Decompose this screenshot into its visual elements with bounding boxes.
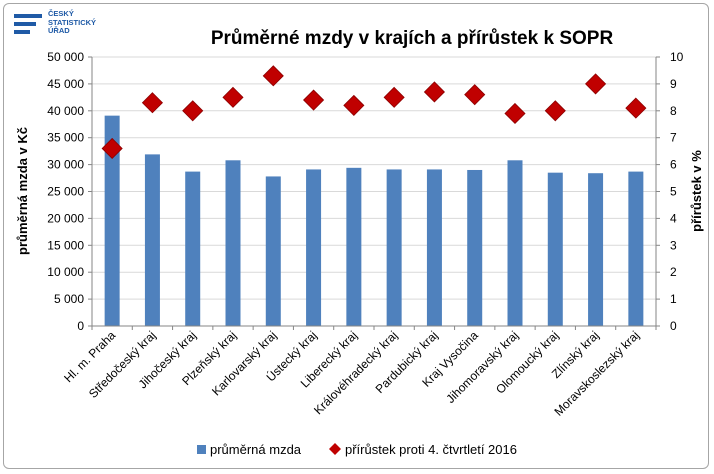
csu-logo: ČESKÝ STATISTICKÝ ÚŘAD [12,9,132,44]
left-tick-label: 50 000 [47,50,84,64]
bar [265,176,281,326]
logo-line-1: ČESKÝ [48,9,74,18]
bar [507,160,523,326]
y-axis-label-right: přírůstek v % [689,150,704,232]
legend-bar-swatch [197,445,206,454]
left-tick-label: 15 000 [47,238,84,252]
left-tick-label: 35 000 [47,131,84,145]
bar [628,171,644,326]
right-tick-label: 9 [670,77,677,91]
bar [104,115,120,326]
marker-series [101,65,647,160]
y-axis-label-left: průměrná mzda v Kč [15,127,30,255]
legend-marker-swatch [329,443,341,455]
gridlines [92,56,656,300]
left-axis-ticks: 0 5 000 10 000 15 000 20 000 25 000 30 000 35 0… [47,50,92,333]
bar [225,160,241,326]
right-tick-label: 8 [670,104,677,118]
marker-point [585,73,607,95]
right-tick-label: 3 [670,238,677,252]
right-tick-label: 6 [670,158,677,172]
bar [547,172,563,326]
logo-line-3: ÚŘAD [48,26,70,36]
left-tick-label: 0 [77,319,84,333]
marker-point [222,86,244,108]
right-tick-label: 1 [670,292,677,306]
left-tick-label: 40 000 [47,104,84,118]
bar [144,154,160,326]
marker-point [544,100,566,122]
marker-point [625,97,647,119]
bar-series [104,115,644,326]
bar [185,171,201,326]
x-tick-label: Jihomoravský kraj [443,328,521,406]
marker-point [343,94,365,116]
left-tick-label: 20 000 [47,211,84,225]
left-tick-label: 30 000 [47,158,84,172]
left-tick-label: 45 000 [47,77,84,91]
logo-text: ČESKÝ STATISTICKÝ ÚŘAD [48,9,138,36]
right-tick-label: 2 [670,265,677,279]
right-tick-label: 0 [670,319,677,333]
marker-point [141,92,163,114]
bar [588,173,604,326]
right-axis-ticks: 0 1 2 3 4 5 6 7 8 9 10 [656,50,684,333]
right-tick-label: 5 [670,185,677,199]
legend-bar-label: průměrná mzda [210,442,302,457]
logo-line-2: STATISTICKÝ [48,17,97,27]
marker-point [464,84,486,106]
bar [306,169,322,326]
right-tick-label: 4 [670,211,677,225]
marker-point [182,100,204,122]
right-tick-label: 10 [670,50,684,64]
bar [467,169,483,326]
marker-point [423,81,445,103]
right-tick-label: 7 [670,131,677,145]
marker-point [101,137,123,160]
left-tick-label: 25 000 [47,185,84,199]
legend-marker-label: přírůstek proti 4. čtvrtletí 2016 [345,442,517,457]
bar [386,169,402,326]
marker-point [504,102,526,125]
marker-point [262,65,284,87]
chart-title: Průměrné mzdy v krajích a přírůstek k SO… [211,28,614,49]
left-tick-label: 5 000 [54,292,84,306]
bar [346,167,362,326]
marker-point [383,86,405,108]
marker-point [303,89,325,111]
bar [426,169,442,326]
left-tick-label: 10 000 [47,265,84,279]
legend: průměrná mzda přírůstek proti 4. čtvrtle… [197,442,517,457]
csu-logo-icon [14,14,42,34]
